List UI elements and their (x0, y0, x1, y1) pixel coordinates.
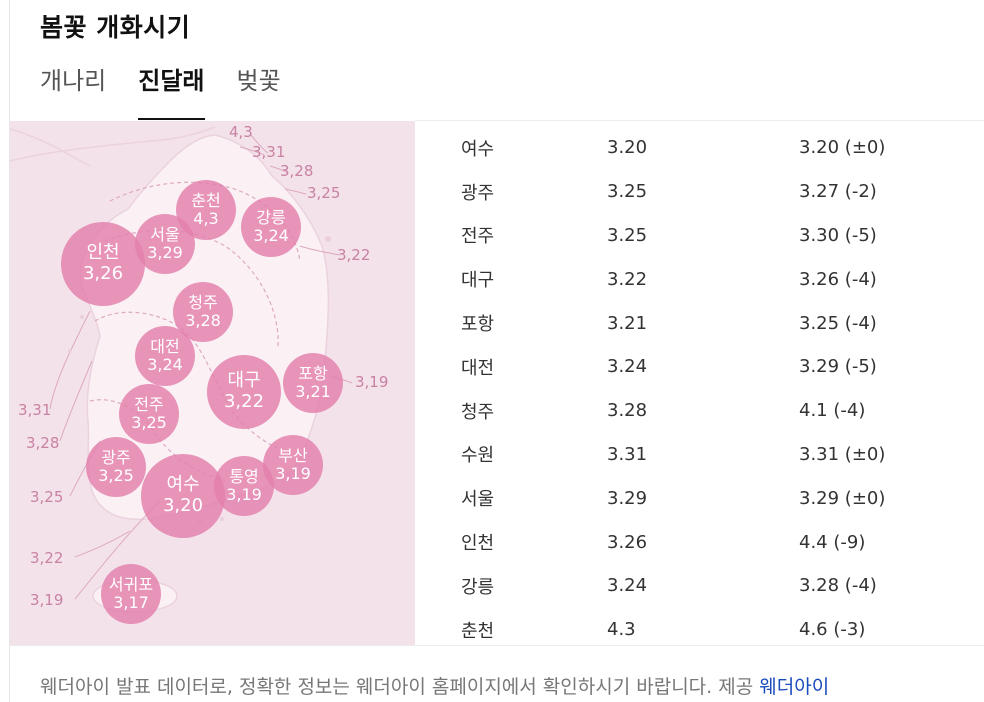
tab-cherry-blossom[interactable]: 벚꽃 (236, 67, 281, 95)
normal-date-diff: 3.29 (±0) (799, 487, 886, 509)
normal-date-diff: 4.6 (-3) (799, 619, 866, 641)
isoline-label: 3,22 (30, 549, 64, 567)
map-bubble-tongyeong[interactable]: 통영 3,19 (214, 456, 274, 516)
map-bubble-incheon[interactable]: 인천 3,26 (61, 222, 145, 306)
bloom-date: 3.29 (607, 487, 648, 509)
table-row: 광주 3.25 3.27 (-2) (415, 170, 984, 214)
normal-date-diff: 3.29 (-5) (799, 356, 877, 378)
bloom-date: 4.3 (607, 619, 636, 641)
map-bubble-seogwipo[interactable]: 서귀포 3,17 (101, 564, 161, 624)
city-name: 전주 (461, 226, 495, 248)
bloom-date: 3.26 (607, 531, 648, 553)
normal-date-diff: 3.28 (-4) (799, 575, 877, 597)
bloom-date: 3.31 (607, 443, 648, 465)
bloom-date: 3.28 (607, 400, 648, 422)
city-name: 인천 (461, 533, 495, 555)
map-bubble-busan[interactable]: 부산 3,19 (263, 435, 323, 495)
header-divider (415, 120, 984, 121)
isoline-label: 3,22 (337, 246, 371, 264)
flower-tabs: 개나리 진달래 벚꽃 (40, 62, 313, 120)
normal-date-diff: 4.1 (-4) (799, 400, 866, 422)
normal-date-diff: 3.20 (±0) (799, 137, 886, 159)
isoline-label: 3,19 (30, 591, 64, 609)
isoline (109, 181, 301, 262)
table-row: 인천 3.26 4.4 (-9) (415, 520, 984, 564)
bloom-date: 3.20 (607, 137, 648, 159)
isoline-label: 3,19 (355, 373, 389, 391)
bloom-date: 3.24 (607, 356, 648, 378)
table-row: 강릉 3.24 3.28 (-4) (415, 564, 984, 608)
isoline-label: 3,25 (30, 488, 64, 506)
isoline-label: 3,31 (18, 401, 52, 419)
table-row: 청주 3.28 4.1 (-4) (415, 389, 984, 433)
city-name: 광주 (461, 182, 495, 204)
tab-forsythia[interactable]: 개나리 (40, 67, 107, 95)
map-bubble-daegu[interactable]: 대구 3,22 (207, 355, 281, 429)
normal-date-diff: 3.26 (-4) (799, 268, 877, 290)
footer-text: 웨더아이 발표 데이터로, 정확한 정보는 웨더아이 홈페이지에서 확인하시기 … (40, 676, 760, 698)
city-name: 청주 (461, 401, 495, 423)
table-row: 여수 3.20 3.20 (±0) (415, 126, 984, 170)
map-bubble-pohang[interactable]: 포항 3,21 (283, 353, 343, 413)
provider-link[interactable]: 웨더아이 (759, 676, 830, 698)
table-row: 수원 3.31 3.31 (±0) (415, 433, 984, 477)
map-bubble-jeonju[interactable]: 전주 3,25 (119, 384, 179, 444)
table-row: 대구 3.22 3.26 (-4) (415, 257, 984, 301)
table-row: 전주 3.25 3.30 (-5) (415, 214, 984, 258)
bloom-date: 3.22 (607, 268, 648, 290)
city-name: 여수 (461, 138, 495, 160)
footer-divider (10, 645, 984, 646)
city-name: 춘천 (461, 620, 495, 642)
map-bubble-yeosu[interactable]: 여수 3,20 (141, 454, 225, 538)
bloom-date: 3.24 (607, 575, 648, 597)
bloom-date: 3.25 (607, 181, 648, 203)
tab-azalea[interactable]: 진달래 (138, 62, 205, 120)
city-name: 서울 (461, 489, 495, 511)
map-bubble-gangneung[interactable]: 강릉 3,24 (241, 197, 301, 257)
bloom-date: 3.25 (607, 224, 648, 246)
bloom-date-table: 여수 3.20 3.20 (±0) 광주 3.25 3.27 (-2) 전주 3.25 3.… (415, 126, 984, 652)
bloom-map: 4,3 3,31 3,28 3,25 3,22 3,19 3,31 3,28 3… (10, 121, 415, 645)
city-name: 대전 (461, 357, 495, 379)
map-bubble-seoul[interactable]: 서울 3,29 (135, 214, 195, 274)
normal-date-diff: 3.27 (-2) (799, 181, 877, 203)
isoline-label: 3,28 (280, 162, 314, 180)
footer-note: 웨더아이 발표 데이터로, 정확한 정보는 웨더아이 홈페이지에서 확인하시기 … (40, 672, 829, 699)
normal-date-diff: 3.30 (-5) (799, 224, 877, 246)
city-name: 대구 (461, 270, 495, 292)
map-bubble-gwangju[interactable]: 광주 3,25 (86, 437, 146, 497)
table-row: 서울 3.29 3.29 (±0) (415, 476, 984, 520)
isoline-label: 3,31 (252, 143, 286, 161)
table-row: 춘천 4.3 4.6 (-3) (415, 608, 984, 652)
isoline-label: 3,28 (26, 434, 60, 452)
table-row: 포항 3.21 3.25 (-4) (415, 301, 984, 345)
bloom-date: 3.21 (607, 312, 648, 334)
flower-bloom-panel: 봄꽃 개화시기 개나리 진달래 벚꽃 (9, 0, 984, 702)
isoline-label: 4,3 (229, 123, 253, 141)
city-name: 강릉 (461, 576, 495, 598)
normal-date-diff: 3.31 (±0) (799, 443, 886, 465)
normal-date-diff: 3.25 (-4) (799, 312, 877, 334)
isoline-label: 3,25 (307, 184, 341, 202)
city-name: 포항 (461, 314, 495, 336)
city-name: 수원 (461, 445, 495, 467)
table-row: 대전 3.24 3.29 (-5) (415, 345, 984, 389)
panel-title: 봄꽃 개화시기 (40, 13, 191, 42)
normal-date-diff: 4.4 (-9) (799, 531, 866, 553)
map-bubble-daejeon[interactable]: 대전 3,24 (135, 326, 195, 386)
